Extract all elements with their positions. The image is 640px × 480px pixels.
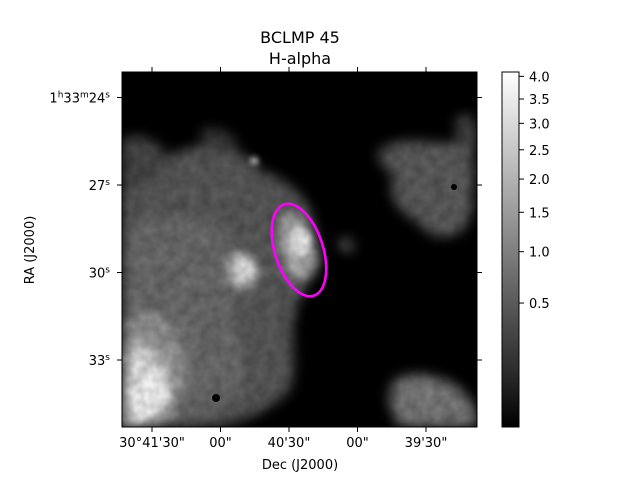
aperture-ellipse xyxy=(270,202,328,298)
x-axis-ticks: 30°41'30" 00" 40'30" 00" 39'30" xyxy=(119,67,447,451)
colorbar-tick-label: 0.5 xyxy=(529,297,550,312)
x-tick-label: 39'30" xyxy=(405,436,448,451)
colorbar-tick-label: 3.5 xyxy=(529,93,550,108)
y-tick-label: 27s xyxy=(89,178,111,194)
x-tick-label: 00" xyxy=(209,436,232,451)
y-tick-label: 33s xyxy=(89,353,111,369)
colorbar-tick-label: 3.0 xyxy=(529,117,550,132)
colorbar-ticks: 4.0 3.5 3.0 2.5 2.0 1.5 1.0 0.5 xyxy=(519,70,550,312)
colorbar-tick-label: 4.0 xyxy=(529,70,550,85)
image-frame xyxy=(121,71,478,428)
y-axis-ticks: 1h33m24s 27s 30s 33s xyxy=(49,91,482,369)
x-tick-label: 40'30" xyxy=(268,436,311,451)
h-alpha-image xyxy=(122,72,477,427)
y-tick-label: 1h33m24s xyxy=(49,91,110,107)
y-tick-label: 30s xyxy=(89,266,111,282)
colorbar-tick-label: 2.5 xyxy=(529,144,550,159)
colorbar-tick-label: 1.0 xyxy=(529,246,550,261)
chart-title: BCLMP 45 xyxy=(260,28,340,47)
colorbar-tick-label: 1.5 xyxy=(529,206,550,221)
chart-subtitle: H-alpha xyxy=(269,49,331,68)
colorbar-tick-label: 2.0 xyxy=(529,173,550,188)
x-tick-label: 30°41'30" xyxy=(119,436,185,451)
x-axis-label: Dec (J2000) xyxy=(262,458,338,473)
colorbar xyxy=(501,71,520,428)
x-tick-label: 00" xyxy=(346,436,369,451)
y-axis-label: RA (J2000) xyxy=(23,216,38,285)
